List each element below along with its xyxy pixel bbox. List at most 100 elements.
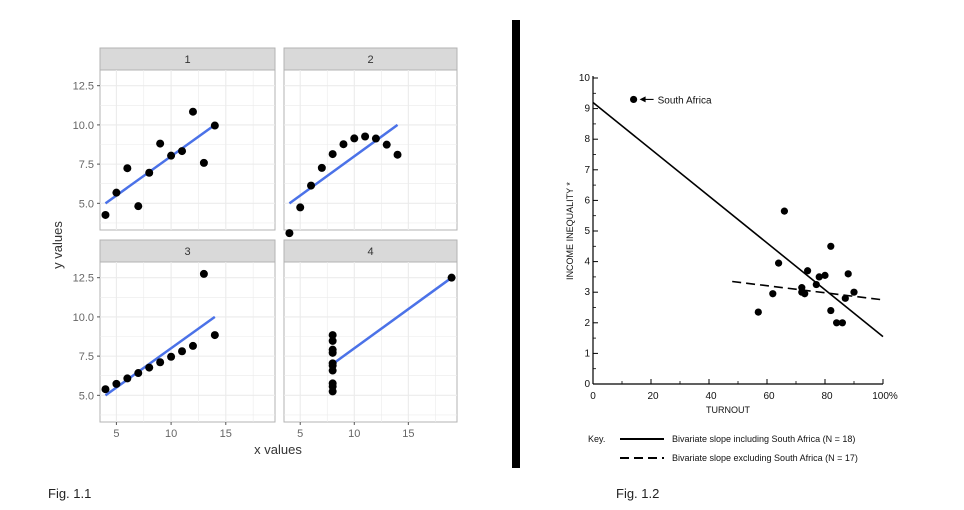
legend-entry-excluding: Bivariate slope excluding South Africa (…	[672, 453, 858, 463]
plot-panel	[99, 261, 276, 423]
x-axis-title: x values	[254, 442, 302, 457]
data-point	[769, 290, 777, 298]
data-point	[827, 306, 835, 315]
y-tick-label: 12.5	[73, 273, 94, 285]
data-point	[393, 150, 402, 159]
data-point	[815, 273, 823, 281]
y-tick-label: 0	[584, 379, 590, 390]
y-tick-label: 7	[584, 165, 590, 176]
data-point	[188, 341, 197, 350]
y-tick-label: 8	[584, 134, 590, 145]
y-tick-label: 12.5	[73, 81, 94, 93]
x-tick-label: 0	[590, 391, 596, 402]
figure-divider	[512, 20, 520, 468]
y-tick-label: 2	[584, 318, 590, 329]
y-tick-label: 4	[584, 257, 590, 268]
data-point	[630, 95, 638, 104]
regression-line	[331, 276, 453, 365]
data-point	[296, 203, 305, 212]
data-point	[804, 267, 812, 275]
x-axis-title: TURNOUT	[706, 405, 750, 415]
data-point	[350, 134, 359, 143]
data-point	[101, 210, 110, 219]
data-point	[199, 158, 208, 167]
data-point	[178, 147, 187, 156]
data-point	[780, 207, 789, 215]
data-point	[361, 132, 370, 141]
data-point	[850, 288, 858, 296]
data-point	[156, 139, 165, 148]
slope-line-including	[592, 101, 884, 338]
x-tick-label: 5	[113, 428, 119, 440]
facet-panel-4: 4 5 10 15	[283, 239, 458, 440]
data-point	[775, 259, 783, 267]
y-tick-label: 10.0	[73, 312, 94, 324]
facet-strip-label: 1	[184, 54, 190, 66]
slope-line-excluding	[732, 280, 884, 301]
data-point	[328, 382, 337, 391]
facet-panel-1: 1 5.0 7.5 10.0 12.5	[73, 47, 276, 231]
y-tick-label: 5.0	[79, 390, 94, 402]
y-tick-label: 10.0	[73, 120, 94, 132]
x-tick-label: 15	[402, 428, 414, 440]
data-point	[210, 121, 219, 130]
data-point	[339, 140, 348, 149]
x-tick-label: 40	[705, 391, 717, 402]
y-tick-label: 7.5	[79, 351, 94, 363]
data-point	[307, 181, 316, 190]
x-tick-label: 80	[821, 391, 833, 402]
data-point	[112, 188, 121, 197]
data-point	[199, 269, 208, 278]
annotation-label: South Africa	[658, 95, 712, 106]
x-tick-label: 15	[220, 428, 232, 440]
x-tick-label: 60	[763, 391, 775, 402]
x-tick-label: 100%	[872, 391, 898, 402]
caption-left: Fig. 1.1	[48, 486, 92, 501]
data-point	[328, 331, 337, 340]
data-point	[841, 294, 849, 302]
y-tick-label: 6	[584, 195, 590, 206]
facet-panel-2: 2	[283, 47, 458, 238]
data-point	[328, 345, 337, 354]
data-point	[371, 134, 380, 143]
data-point	[827, 242, 835, 250]
y-axis-title: INCOME INEQUALITY *	[565, 182, 575, 280]
data-point	[285, 229, 294, 238]
y-tick-label: 1	[584, 348, 590, 359]
data-point	[838, 319, 847, 327]
data-point	[833, 319, 841, 327]
data-point	[134, 202, 143, 211]
regression-line	[104, 315, 216, 397]
y-tick-label: 10	[579, 73, 591, 84]
data-point	[145, 363, 154, 372]
data-point	[188, 107, 197, 116]
data-point	[821, 271, 829, 279]
data-point	[801, 290, 809, 298]
y-tick-label: 7.5	[79, 159, 94, 171]
data-point	[317, 163, 326, 172]
data-point	[167, 352, 176, 361]
legend-entry-including: Bivariate slope including South Africa (…	[672, 434, 855, 444]
scatter-chart-turnout: 0 1 2 3 4 5 6 7 8 9 10 0 20 40 60 80 100% TURNOUT INCOME I…	[565, 73, 898, 463]
x-tick-label: 5	[297, 428, 303, 440]
plot-panel	[283, 69, 458, 231]
plot-panel	[99, 69, 276, 231]
data-point	[382, 140, 391, 149]
annotation-arrowhead	[639, 96, 646, 103]
data-point	[101, 385, 110, 394]
plot-panel	[283, 261, 458, 423]
facet-strip-label: 4	[367, 246, 373, 258]
legend: Key. Bivariate slope including South Afri…	[588, 434, 858, 463]
data-point	[123, 164, 132, 173]
y-axis-title: y values	[50, 221, 65, 269]
y-tick-label: 5.0	[79, 198, 94, 210]
y-tick-label: 5	[584, 226, 590, 237]
data-point	[328, 336, 337, 345]
data-point	[167, 151, 176, 160]
data-point	[447, 273, 456, 282]
facet-strip-label: 3	[184, 246, 190, 258]
x-tick-label: 20	[647, 391, 659, 402]
y-tick-label: 9	[584, 104, 590, 115]
